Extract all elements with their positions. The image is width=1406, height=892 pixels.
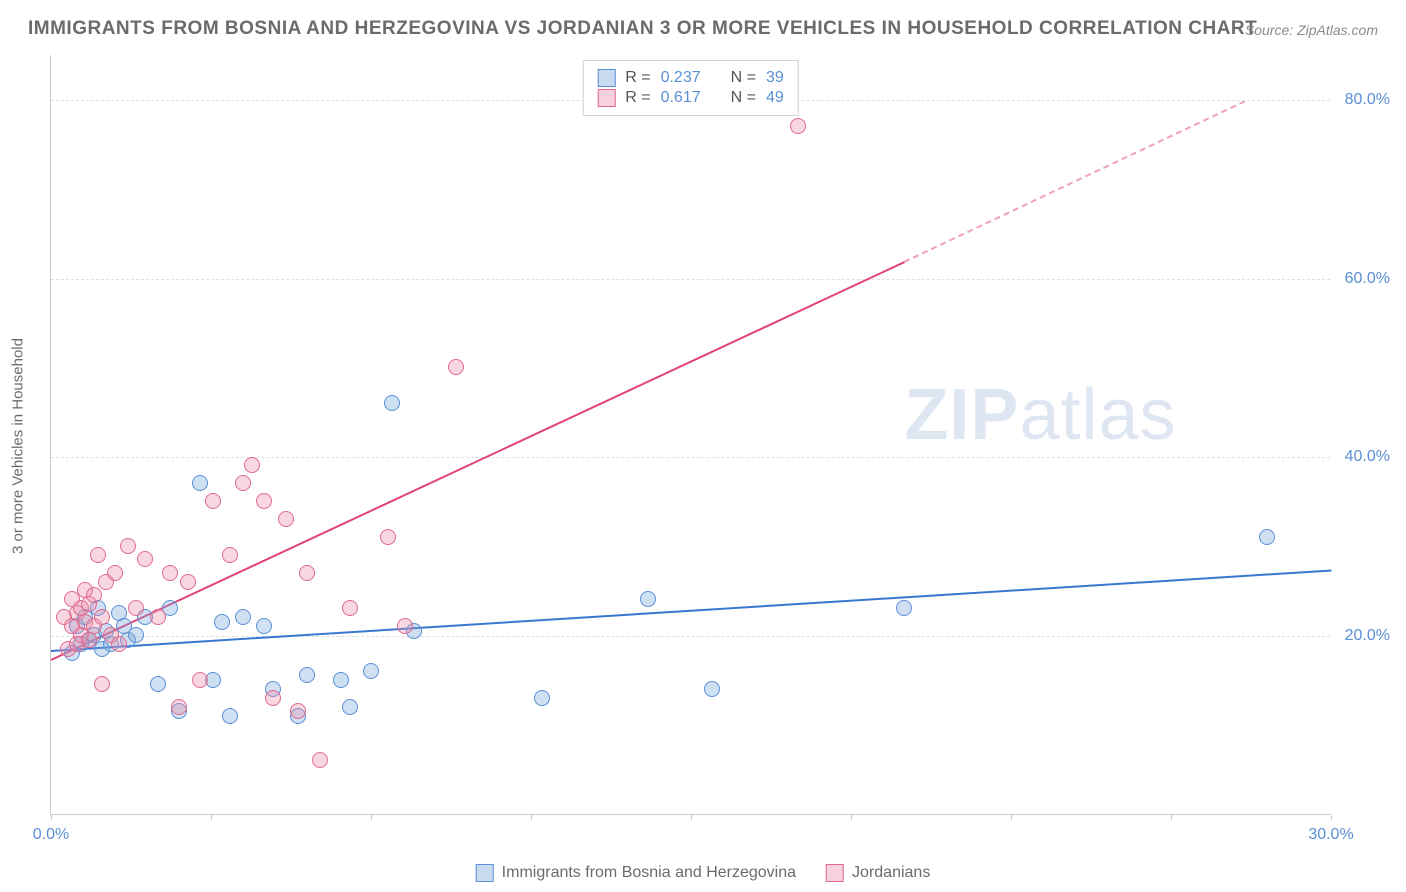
data-point <box>299 565 315 581</box>
chart-area: ZIPatlas R = 0.237 N = 39 R = 0.617 N = … <box>50 55 1330 815</box>
data-point <box>244 457 260 473</box>
data-point <box>290 703 306 719</box>
x-tick-mark <box>1171 814 1172 820</box>
data-point <box>222 708 238 724</box>
x-tick-mark <box>1331 814 1332 820</box>
y-tick-label: 40.0% <box>1345 448 1390 466</box>
legend-label: Jordanians <box>852 864 930 882</box>
n-label: N = <box>731 89 756 107</box>
data-point <box>128 627 144 643</box>
data-point <box>397 618 413 634</box>
data-point <box>278 511 294 527</box>
trendline <box>51 261 905 661</box>
data-point <box>111 636 127 652</box>
x-tick-mark <box>51 814 52 820</box>
y-tick-label: 60.0% <box>1345 270 1390 288</box>
legend-correlation: R = 0.237 N = 39 R = 0.617 N = 49 <box>582 60 799 116</box>
chart-title: IMMIGRANTS FROM BOSNIA AND HERZEGOVINA V… <box>28 18 1257 40</box>
data-point <box>137 551 153 567</box>
data-point <box>192 672 208 688</box>
data-point <box>235 609 251 625</box>
x-tick-mark <box>691 814 692 820</box>
data-point <box>90 547 106 563</box>
n-value: 39 <box>766 69 784 87</box>
data-point <box>704 681 720 697</box>
data-point <box>640 591 656 607</box>
data-point <box>363 663 379 679</box>
watermark: ZIPatlas <box>904 374 1176 456</box>
data-point <box>162 565 178 581</box>
data-point <box>384 395 400 411</box>
r-value: 0.617 <box>661 89 701 107</box>
r-label: R = <box>625 69 650 87</box>
data-point <box>342 600 358 616</box>
legend-row-bosnia: R = 0.237 N = 39 <box>597 69 784 87</box>
x-tick-mark <box>851 814 852 820</box>
trendline <box>904 100 1246 263</box>
r-value: 0.237 <box>661 69 701 87</box>
swatch-pink-icon <box>826 864 844 882</box>
data-point <box>256 493 272 509</box>
data-point <box>380 529 396 545</box>
gridline-h <box>51 457 1330 458</box>
data-point <box>1259 529 1275 545</box>
data-point <box>171 699 187 715</box>
data-point <box>120 538 136 554</box>
data-point <box>265 690 281 706</box>
legend-row-jordanian: R = 0.617 N = 49 <box>597 89 784 107</box>
x-tick-mark <box>371 814 372 820</box>
data-point <box>896 600 912 616</box>
x-tick-label: 30.0% <box>1308 826 1353 844</box>
data-point <box>94 676 110 692</box>
data-point <box>342 699 358 715</box>
data-point <box>205 493 221 509</box>
legend-series: Immigrants from Bosnia and Herzegovina J… <box>476 864 931 882</box>
data-point <box>256 618 272 634</box>
n-label: N = <box>731 69 756 87</box>
data-point <box>534 690 550 706</box>
data-point <box>790 118 806 134</box>
watermark-atlas: atlas <box>1019 375 1176 455</box>
legend-item-jordanian: Jordanians <box>826 864 930 882</box>
swatch-blue-icon <box>597 69 615 87</box>
source-credit: Source: ZipAtlas.com <box>1245 22 1378 38</box>
swatch-blue-icon <box>476 864 494 882</box>
data-point <box>222 547 238 563</box>
data-point <box>180 574 196 590</box>
data-point <box>214 614 230 630</box>
x-tick-mark <box>211 814 212 820</box>
swatch-pink-icon <box>597 89 615 107</box>
data-point <box>333 672 349 688</box>
y-axis-label: 3 or more Vehicles in Household <box>10 338 27 554</box>
data-point <box>86 587 102 603</box>
data-point <box>150 676 166 692</box>
x-tick-mark <box>1011 814 1012 820</box>
watermark-zip: ZIP <box>904 375 1019 455</box>
data-point <box>128 600 144 616</box>
n-value: 49 <box>766 89 784 107</box>
data-point <box>150 609 166 625</box>
x-tick-mark <box>531 814 532 820</box>
data-point <box>94 609 110 625</box>
data-point <box>235 475 251 491</box>
data-point <box>312 752 328 768</box>
legend-label: Immigrants from Bosnia and Herzegovina <box>502 864 796 882</box>
gridline-h <box>51 279 1330 280</box>
y-tick-label: 20.0% <box>1345 627 1390 645</box>
data-point <box>192 475 208 491</box>
x-tick-label: 0.0% <box>33 826 69 844</box>
y-tick-label: 80.0% <box>1345 91 1390 109</box>
data-point <box>448 359 464 375</box>
data-point <box>107 565 123 581</box>
legend-item-bosnia: Immigrants from Bosnia and Herzegovina <box>476 864 796 882</box>
data-point <box>299 667 315 683</box>
r-label: R = <box>625 89 650 107</box>
